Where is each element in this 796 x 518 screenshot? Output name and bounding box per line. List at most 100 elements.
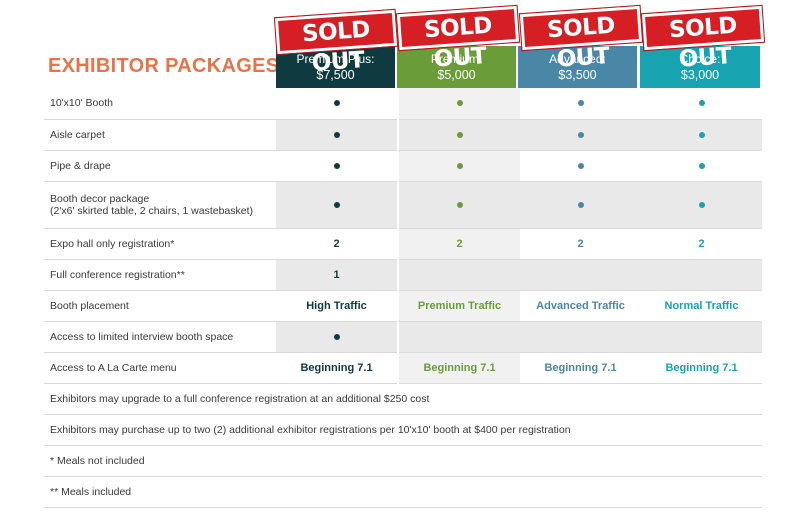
cell-premium: 2: [397, 228, 520, 260]
row-label: Expo hall only registration*: [44, 228, 276, 260]
cell-premium: [397, 119, 520, 151]
included-dot-icon: [456, 162, 463, 169]
row-label-text: Full conference registration**: [50, 268, 185, 281]
included-dot-icon: [456, 201, 463, 208]
cell-advanced: Advanced Traffic: [520, 290, 641, 322]
table-row: Full conference registration** 1: [44, 259, 762, 291]
cell-premium: Premium Traffic: [397, 290, 520, 322]
cell-premium: [397, 150, 520, 182]
cell-premium-plus: 1: [276, 259, 398, 291]
note-text: * Meals not included: [44, 445, 762, 477]
table-row: Pipe & drape: [44, 150, 762, 182]
row-label: Pipe & drape: [44, 150, 276, 182]
row-label-text: Pipe & drape: [50, 159, 111, 172]
cell-premium: [397, 259, 520, 291]
included-dot-icon: [698, 201, 705, 208]
cell-advanced: [520, 88, 641, 120]
table-row: Access to A La Carte menu Beginning 7.1 Be…: [44, 352, 762, 384]
row-label-text: Booth placement: [50, 299, 129, 312]
included-dot-icon: [333, 333, 340, 340]
cell-value: Beginning 7.1: [423, 361, 496, 374]
cell-value: Premium Traffic: [417, 299, 502, 312]
cell-premium-plus: [276, 321, 398, 353]
cell-choice: Beginning 7.1: [641, 352, 762, 384]
cell-premium: [397, 181, 520, 229]
included-dot-icon: [333, 131, 340, 138]
package-price: $5,000: [437, 68, 476, 82]
note-row: * Meals not included: [44, 445, 762, 477]
table-row: 10'x10' Booth: [44, 88, 762, 120]
included-dot-icon: [456, 100, 463, 107]
table-row: Access to limited interview booth space: [44, 321, 762, 353]
cell-choice: Normal Traffic: [641, 290, 762, 322]
cell-choice: [641, 150, 762, 182]
row-label-text: Expo hall only registration*: [50, 237, 175, 250]
page-title: EXHIBITOR PACKAGES: [48, 55, 280, 77]
cell-choice: [641, 321, 762, 353]
cell-value: 2: [333, 237, 340, 250]
included-dot-icon: [698, 100, 705, 107]
cell-value: 2: [577, 237, 584, 250]
cell-premium: [397, 88, 520, 120]
cell-premium-plus: [276, 119, 398, 151]
row-label: Booth placement: [44, 290, 276, 322]
note-row: ** Meals included: [44, 476, 762, 508]
included-dot-icon: [577, 162, 584, 169]
cell-choice: 2: [641, 228, 762, 260]
cell-value: 2: [698, 237, 705, 250]
included-dot-icon: [456, 131, 463, 138]
row-label-detail: (2'x6' skirted table, 2 chairs, 1 wasteb…: [50, 204, 254, 217]
package-header-advanced: Advanced: $3,500: [518, 46, 637, 88]
sold-out-stamp: SOLD OUT: [395, 4, 521, 73]
included-dot-icon: [577, 201, 584, 208]
row-label: Access to A La Carte menu: [44, 352, 276, 384]
included-dot-icon: [333, 201, 340, 208]
cell-value: Advanced Traffic: [536, 299, 625, 312]
cell-choice: [641, 88, 762, 120]
note-row: Exhibitors may purchase up to two (2) ad…: [44, 414, 762, 446]
package-name: Advanced:: [518, 46, 637, 67]
cell-choice: [641, 119, 762, 151]
cell-choice: [641, 259, 762, 291]
cell-value: Beginning 7.1: [665, 361, 738, 374]
cell-value: Beginning 7.1: [300, 361, 373, 374]
cell-premium-plus: Beginning 7.1: [276, 352, 398, 384]
row-label-text: Booth decor package: [50, 192, 150, 205]
package-name: Premium Plus:: [276, 46, 395, 67]
table-row: Expo hall only registration* 2 2 2 2: [44, 228, 762, 260]
sold-out-stamp: SOLD OUT: [518, 4, 644, 73]
cell-value: 2: [456, 237, 463, 250]
included-dot-icon: [577, 131, 584, 138]
included-dot-icon: [333, 100, 340, 107]
cell-premium-plus: [276, 181, 398, 229]
cell-value: 1: [333, 268, 340, 281]
package-name: Choice:: [640, 46, 760, 67]
row-label: 10'x10' Booth: [44, 88, 276, 120]
cell-advanced: Beginning 7.1: [520, 352, 641, 384]
row-label-text: 10'x10' Booth: [50, 97, 113, 110]
note-text: Exhibitors may upgrade to a full confere…: [44, 383, 762, 415]
row-label: Full conference registration**: [44, 259, 276, 291]
row-label: Access to limited interview booth space: [44, 321, 276, 353]
cell-value: Normal Traffic: [664, 299, 739, 312]
cell-advanced: [520, 119, 641, 151]
packages-table: 10'x10' Booth Aisle carpet Pipe & drape Boo…: [44, 88, 762, 508]
included-dot-icon: [698, 162, 705, 169]
cell-advanced: [520, 181, 641, 229]
cell-premium-plus: [276, 150, 398, 182]
cell-value: High Traffic: [306, 299, 367, 312]
package-header-premium: Premium: $5,000: [397, 46, 516, 88]
package-header-choice: Choice: $3,000: [640, 46, 760, 88]
table-row: Booth placement High Traffic Premium Traff…: [44, 290, 762, 322]
package-price: $3,000: [680, 68, 720, 82]
cell-advanced: [520, 321, 641, 353]
cell-premium-plus: High Traffic: [276, 290, 398, 322]
row-label-text: Access to limited interview booth space: [50, 330, 234, 343]
cell-premium: Beginning 7.1: [397, 352, 520, 384]
package-price: $3,500: [558, 68, 597, 82]
note-text: Exhibitors may purchase up to two (2) ad…: [44, 414, 762, 446]
package-name: Premium:: [397, 46, 516, 67]
included-dot-icon: [698, 131, 705, 138]
included-dot-icon: [333, 162, 340, 169]
note-row: Exhibitors may upgrade to a full confere…: [44, 383, 762, 415]
